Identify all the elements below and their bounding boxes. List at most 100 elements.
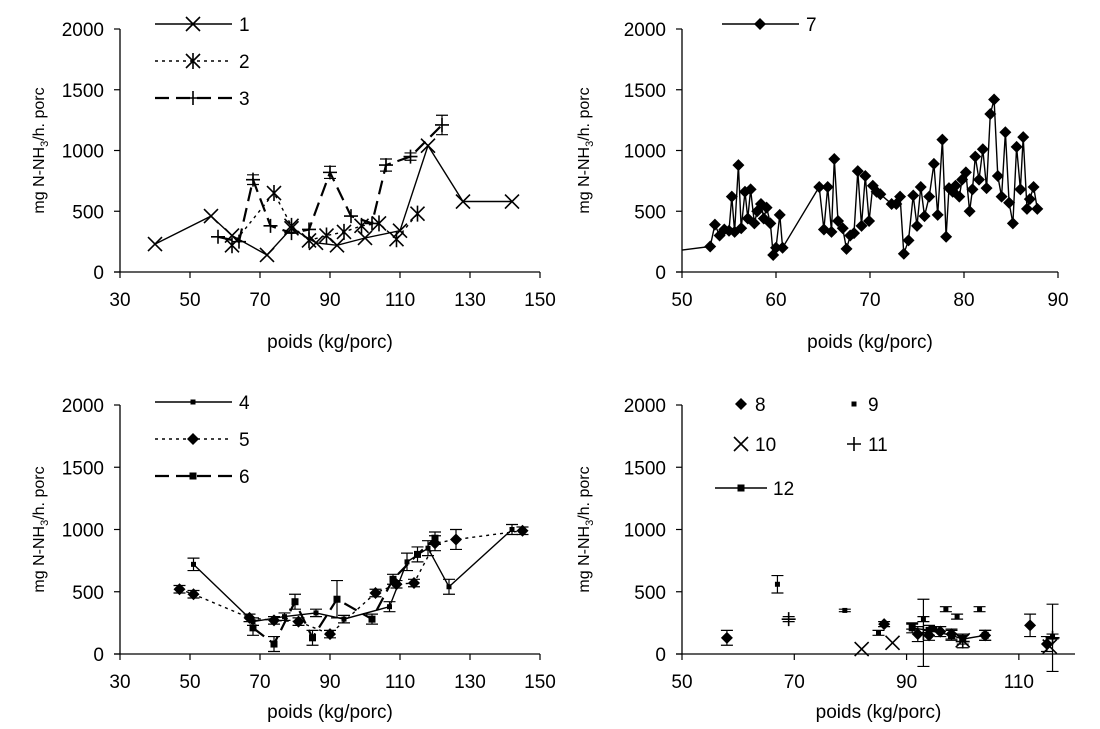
data-point-7 [918,210,931,223]
data-point-1 [504,193,520,210]
x-tick-label: 90 [319,290,340,311]
y-tick-label: 1000 [624,521,666,542]
data-point-3 [263,218,278,233]
data-point-7 [863,214,876,227]
x-tick-label: 130 [454,290,486,311]
data-point-7 [1023,193,1036,206]
x-tick-label: 110 [385,672,415,693]
data-point-7 [995,190,1008,203]
y-tick-label: 1000 [62,142,104,163]
data-point-4 [387,604,392,610]
legend: 8 9 10 11 12 [715,395,888,500]
data-point-12 [908,624,916,632]
data-point-5 [408,577,420,590]
data-point-6 [414,550,421,558]
data-point-7 [704,240,717,253]
series-line-2 [231,191,419,246]
data-point-7 [764,217,777,230]
legend-marker-5 [187,433,199,445]
data-point-7 [855,219,868,232]
data-point-6 [368,615,376,623]
data-point-3 [435,117,449,132]
legend: 4 5 6 [155,393,250,488]
data-point-9 [943,606,949,612]
legend: 1 2 3 [155,15,250,110]
data-point-5 [268,614,280,627]
legend-label-7: 7 [806,15,817,36]
data-point-7 [725,190,738,203]
data-point-2 [409,205,426,222]
data-point-7 [963,205,976,218]
data-point-12 [959,635,967,643]
data-point-7 [859,170,872,183]
x-tick-label: 110 [1004,672,1034,693]
y-tick-label: 0 [655,263,666,284]
data-point-7 [840,242,853,255]
data-point-4 [191,561,196,567]
data-point-3 [365,216,379,231]
data-point-7 [732,159,745,172]
data-point-4 [341,616,347,622]
data-point-4 [404,559,410,565]
y-axis-title: mg N-NH3/h. porc [31,466,51,592]
data-point-3 [403,149,418,164]
data-point-6 [249,624,257,632]
data-point-7 [821,180,834,193]
x-tick-label: 70 [784,672,805,693]
data-point-7 [999,126,1012,139]
data-point-10 [854,641,870,657]
y-tick-label: 0 [93,263,104,284]
data-point-10 [884,635,901,651]
data-point-6 [389,575,397,583]
data-point-7 [1031,202,1044,215]
data-point-7 [1020,202,1033,215]
data-point-2 [388,231,405,248]
y-tick-label: 1500 [62,458,104,479]
data-point-6 [333,595,341,603]
data-point-2 [336,223,352,240]
y-tick-label: 0 [93,645,104,666]
series-line-4 [193,528,513,623]
data-point-7 [923,190,936,203]
data-point-7 [1017,131,1030,144]
data-point-8 [878,618,891,631]
x-tick-label: 50 [671,672,692,693]
data-point-7 [773,208,786,221]
data-point-3 [246,172,260,187]
y-tick-label: 1000 [62,521,104,542]
data-point-7 [976,143,989,156]
chart-panel-2: 0 500 1000 1500 2000 50 60 70 80 90 poids (kg/porc… [576,15,1069,353]
data-point-3 [284,226,299,241]
series-1 [147,138,520,263]
y-tick-label: 0 [655,645,666,666]
y-axis-title: mg N-NH3/h. porc [31,87,51,213]
data-point-2 [318,227,335,244]
legend-marker-3 [186,91,200,105]
data-point-11 [1045,630,1060,645]
legend-marker-2 [185,53,201,69]
data-point-7 [851,165,864,178]
x-tick-label: 130 [454,672,486,693]
data-point-4 [446,584,452,590]
data-point-3 [379,158,393,173]
data-point-12 [925,626,933,634]
x-axis-title: poids (kg/porc) [807,332,933,353]
data-point-4 [313,610,319,616]
y-axis-title: mg N-NH3/h. porc [576,466,596,592]
x-axis-title: poids (kg/porc) [267,702,393,723]
data-point-7 [1003,196,1016,209]
legend-marker-11 [847,437,861,451]
legend: 7 [722,15,817,36]
data-point-7 [1010,140,1023,153]
data-point-7 [911,219,923,232]
data-point-7 [991,170,1004,183]
y-tick-label: 500 [634,202,666,223]
legend-marker-6 [189,472,197,480]
legend-label-3: 3 [239,89,250,110]
legend-marker-1 [185,16,201,32]
legend-label-9: 9 [868,395,879,416]
y-tick-label: 1500 [624,458,666,479]
legend-marker-4 [190,399,196,405]
data-point-7 [907,189,920,202]
